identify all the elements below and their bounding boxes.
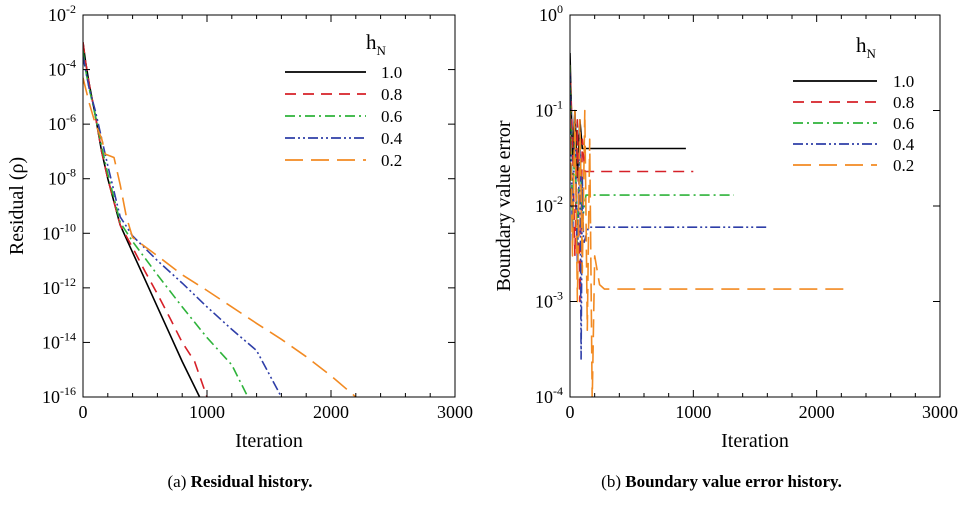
- x-axis-label: Iteration: [721, 430, 789, 452]
- series-line-0.2: [83, 77, 357, 397]
- legend-label-0.8: 0.8: [381, 85, 402, 104]
- series-line-0.2: [570, 109, 849, 397]
- y-tick-exponent: -1: [553, 98, 563, 112]
- y-tick-base: 10: [535, 292, 553, 312]
- caption-b: (b) Boundary value error history.: [480, 472, 963, 492]
- y-tick-base: 10: [535, 387, 553, 407]
- y-tick-label: 10-14: [42, 329, 76, 352]
- y-tick-exponent: -10: [60, 220, 76, 234]
- y-tick-exponent: -2: [553, 193, 563, 207]
- series-line-0.4: [83, 56, 283, 397]
- y-tick-exponent: -8: [66, 166, 76, 180]
- y-tick-exponent: -4: [553, 384, 563, 398]
- series-line-1.0: [83, 42, 201, 397]
- y-tick-base: 10: [539, 5, 557, 25]
- series-line-1.0: [570, 52, 686, 179]
- y-tick-label: 10-12: [42, 275, 76, 298]
- y-tick-label: 10-3: [535, 289, 563, 312]
- legend-title-main: h: [366, 30, 377, 54]
- x-tick-label: 0: [566, 402, 575, 422]
- series-line-0.4: [570, 72, 768, 360]
- legend-label-1.0: 1.0: [893, 72, 914, 91]
- x-tick-label: 3000: [922, 402, 958, 422]
- y-tick-label: 10-16: [42, 384, 76, 407]
- legend-title-sub: N: [377, 43, 387, 58]
- y-tick-exponent: -6: [66, 111, 76, 125]
- legend-label-0.2: 0.2: [381, 151, 402, 170]
- figure: 0 1000 2000 300010-210-410-610-810-1010-121…: [6, 2, 958, 452]
- legend-title-main: h: [856, 33, 867, 57]
- y-axis-label: Residual (ρ): [6, 157, 28, 255]
- y-tick-exponent: -3: [553, 289, 563, 303]
- y-tick-label: 10-6: [48, 111, 76, 134]
- y-tick-exponent: -2: [66, 2, 76, 16]
- legend-label-0.4: 0.4: [893, 135, 915, 154]
- caption-b-label: (b): [601, 472, 621, 491]
- x-tick-label: 0: [79, 402, 88, 422]
- legend-label-0.6: 0.6: [381, 107, 402, 126]
- y-axis-label: Boundary value error: [493, 120, 515, 291]
- y-tick-label: 10-2: [48, 2, 76, 25]
- series-line-0.6: [83, 50, 249, 397]
- legend-title: hN: [856, 33, 877, 61]
- caption-b-text: Boundary value error history.: [625, 472, 842, 491]
- y-tick-label: 10-1: [535, 98, 563, 121]
- y-tick-base: 10: [535, 101, 553, 121]
- legend-label-1.0: 1.0: [381, 63, 402, 82]
- series-line-0.8: [83, 42, 208, 397]
- x-tick-label: 3000: [437, 402, 473, 422]
- y-tick-base: 10: [48, 5, 66, 25]
- x-tick-label: 1000: [189, 402, 225, 422]
- y-tick-base: 10: [535, 196, 553, 216]
- y-tick-exponent: -12: [60, 275, 76, 289]
- x-tick-label: 2000: [799, 402, 835, 422]
- y-tick-label: 10-4: [535, 384, 563, 407]
- x-tick-label: 1000: [675, 402, 711, 422]
- y-tick-label: 10-2: [535, 193, 563, 216]
- y-tick-base: 10: [48, 60, 66, 80]
- series-group: [570, 52, 849, 397]
- y-tick-label: 100: [539, 2, 563, 25]
- chart-boundary-error: 0 1000 2000 300010010-110-210-310-4Iteratio…: [493, 2, 958, 452]
- y-tick-base: 10: [42, 278, 60, 298]
- caption-a-text: Residual history.: [190, 472, 313, 491]
- y-tick-exponent: -14: [60, 329, 76, 343]
- y-tick-label: 10-4: [48, 57, 76, 80]
- legend-label-0.2: 0.2: [893, 156, 914, 175]
- x-axis-label: Iteration: [235, 430, 303, 452]
- legend: hN 1.0 0.8 0.6 0.4 0.2: [793, 33, 915, 175]
- plot-frame: [569, 14, 941, 398]
- y-tick-label: 10-10: [42, 220, 76, 243]
- caption-a-label: (a): [167, 472, 187, 491]
- y-tick-exponent: -16: [60, 384, 76, 398]
- y-tick-base: 10: [42, 332, 60, 352]
- legend-title: hN: [366, 30, 387, 58]
- plot-frame: [82, 14, 456, 398]
- y-tick-base: 10: [42, 387, 60, 407]
- y-tick-base: 10: [48, 169, 66, 189]
- x-tick-label: 2000: [313, 402, 349, 422]
- legend-label-0.6: 0.6: [893, 114, 914, 133]
- y-tick-exponent: 0: [557, 2, 563, 16]
- legend-title-sub: N: [867, 46, 877, 61]
- legend-label-0.8: 0.8: [893, 93, 914, 112]
- caption-a: (a) Residual history.: [0, 472, 480, 492]
- legend-label-0.4: 0.4: [381, 129, 403, 148]
- y-tick-label: 10-8: [48, 166, 76, 189]
- series-line-0.6: [570, 64, 734, 257]
- y-tick-base: 10: [48, 114, 66, 134]
- chart-residual: 0 1000 2000 300010-210-410-610-810-1010-121…: [6, 2, 473, 452]
- y-tick-base: 10: [42, 223, 60, 243]
- y-tick-exponent: -4: [66, 57, 76, 71]
- legend: hN 1.0 0.8 0.6 0.4 0.2: [285, 30, 403, 170]
- series-group: [83, 42, 357, 397]
